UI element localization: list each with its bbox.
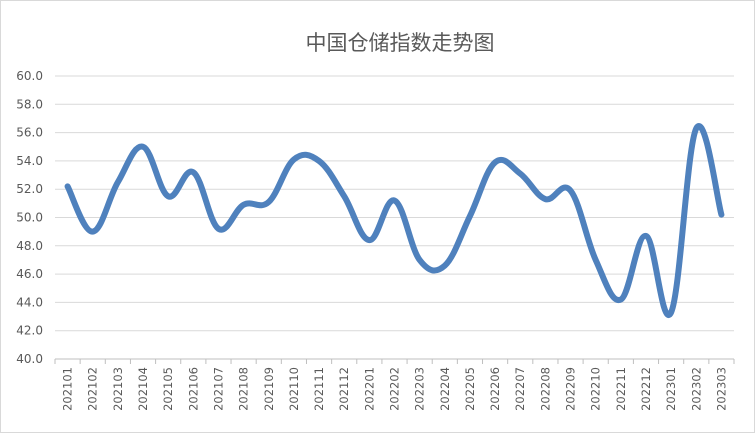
gridlines [55,75,734,360]
x-tick-label: 202206 [488,367,502,411]
series-line [64,122,725,318]
x-tick-label: 202110 [287,367,301,411]
x-tick-label: 202102 [86,367,100,411]
y-tick-label: 52.0 [16,182,43,196]
x-tick-label: 202208 [538,367,552,411]
y-axis-ticks: 40.0 42.0 44.0 46.0 48.0 50.0 52.0 54.0 56.0 58.0… [16,69,43,366]
x-tick-label: 202210 [589,367,603,411]
x-tick-label: 202101 [61,367,75,411]
y-tick-label: 50.0 [16,211,43,225]
x-tick-label: 202108 [237,367,251,411]
x-tick-label: 202201 [362,367,376,411]
x-tick-label: 202212 [639,367,653,411]
x-tick-label: 202105 [161,367,175,411]
y-tick-label: 58.0 [16,97,43,111]
x-axis-ticks: 202101 202102 202103 202104 202105 202106 2021… [54,359,735,411]
x-tick-label: 202112 [337,367,351,411]
x-tick-label: 202111 [312,367,326,411]
x-tick-label: 202203 [413,367,427,411]
x-tick-label: 202302 [689,367,703,411]
y-tick-label: 54.0 [16,154,43,168]
y-tick-label: 42.0 [16,324,43,338]
x-tick-label: 202107 [211,367,225,411]
x-tick-label: 202207 [513,367,527,411]
y-tick-label: 44.0 [16,295,43,309]
y-tick-label: 56.0 [16,126,43,140]
x-tick-label: 202104 [136,367,150,411]
series-line-layer [64,122,725,318]
chart-title: 中国仓储指数走势图 [306,31,495,55]
y-tick-label: 46.0 [16,267,43,281]
x-tick-label: 202109 [262,367,276,411]
x-tick-label: 202202 [388,367,402,411]
y-tick-label: 40.0 [16,352,43,366]
x-tick-label: 202301 [664,367,678,411]
x-tick-label: 202204 [438,367,452,411]
x-tick-label: 202103 [111,367,125,411]
x-tick-label: 202303 [714,367,728,411]
x-tick-label: 202211 [614,367,628,411]
y-tick-label: 48.0 [16,239,43,253]
x-tick-label: 202209 [564,367,578,411]
x-tick-label: 202205 [463,367,477,411]
x-tick-label: 202106 [186,367,200,411]
y-tick-label: 60.0 [16,69,43,83]
